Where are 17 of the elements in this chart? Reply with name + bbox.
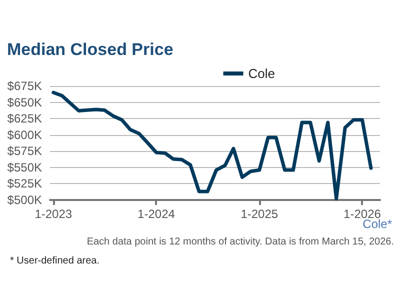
y-tick-label: $575K [7, 144, 42, 158]
x-tick-label: 1-2024 [138, 207, 176, 221]
y-tick-label: $675K [7, 79, 42, 93]
text: Each data point is 12 months of activity. Data is from March 15, 2026. [86, 236, 394, 248]
y-tick-label: $600K [7, 128, 42, 142]
y-tick-label: $625K [7, 112, 42, 126]
y-tick-label: $525K [7, 176, 42, 191]
x-tick-label: 1-2023 [34, 207, 72, 221]
text: Cole* [362, 217, 392, 231]
y-tick-label: $500K [7, 193, 42, 207]
chart-title: Median Closed Price [7, 40, 174, 59]
legend-label: Cole [248, 66, 276, 81]
text: * User-defined area. [10, 256, 100, 266]
y-tick-label: $550K [7, 160, 42, 174]
x-tick-label: 1-2025 [240, 207, 278, 221]
y-tick-label: $650K [7, 95, 42, 110]
line-series [52, 90, 373, 200]
